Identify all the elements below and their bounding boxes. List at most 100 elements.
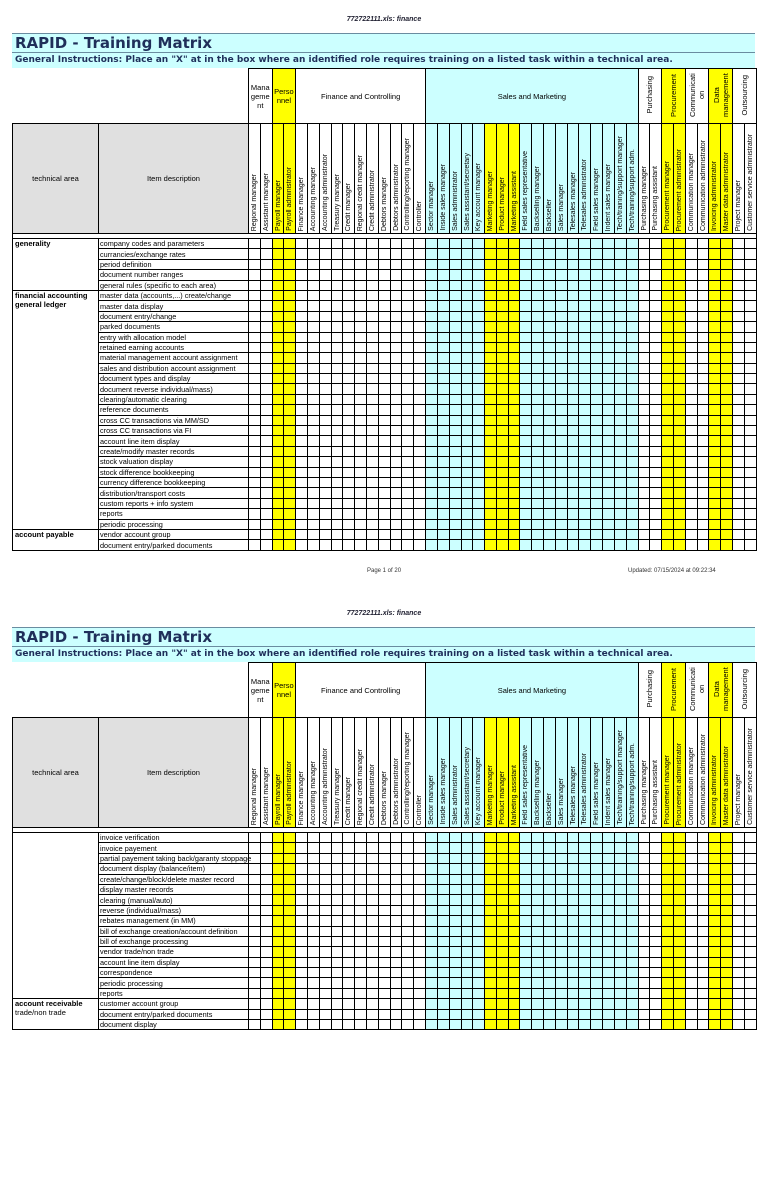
table-row: reports <box>13 987 757 1000</box>
matrix-cell <box>531 842 545 854</box>
matrix-cell <box>259 237 273 250</box>
matrix-cell <box>448 341 462 354</box>
matrix-cell <box>259 518 273 530</box>
matrix-cell <box>578 1019 592 1031</box>
matrix-cell <box>720 341 734 354</box>
matrix-cell <box>401 258 415 271</box>
matrix-cell <box>342 362 356 375</box>
role-label: Invoicing administrator <box>711 754 719 825</box>
matrix-cell <box>566 842 580 854</box>
table-row: document entry/change <box>13 310 757 323</box>
matrix-cell <box>566 373 580 385</box>
item-description: period definition <box>98 258 249 271</box>
matrix-cell <box>732 466 745 479</box>
matrix-cell <box>732 279 745 291</box>
matrix-cell <box>377 873 391 885</box>
matrix-cell <box>590 258 604 271</box>
matrix-cell <box>602 258 615 271</box>
matrix-cell <box>318 310 332 323</box>
matrix-cell <box>495 310 509 323</box>
matrix-cell <box>342 425 356 437</box>
matrix-cell <box>531 321 545 333</box>
role-header: Communication administrator <box>696 123 710 234</box>
role-label: Purchasing assistant <box>652 166 660 231</box>
matrix-cell <box>484 842 497 854</box>
matrix-cell <box>566 528 580 541</box>
group-header: Communicati on <box>684 662 710 718</box>
matrix-cell <box>507 946 521 958</box>
matrix-cell <box>413 925 427 937</box>
matrix-cell <box>613 383 627 395</box>
role-label: Controlling/reporting manager <box>404 138 412 231</box>
matrix-cell <box>342 237 356 250</box>
matrix-cell <box>295 873 309 885</box>
matrix-cell <box>460 258 474 271</box>
matrix-cell <box>248 289 261 302</box>
matrix-cell <box>566 1008 580 1021</box>
matrix-cell <box>554 1019 568 1031</box>
matrix-cell <box>602 341 615 354</box>
matrix-cell <box>484 883 497 896</box>
matrix-cell <box>436 435 450 447</box>
matrix-cell <box>425 445 438 458</box>
matrix-cell <box>330 321 344 333</box>
matrix-cell <box>649 393 663 406</box>
matrix-cell <box>295 956 309 969</box>
general-instructions: General Instructions: Place an "X" at in… <box>12 647 755 662</box>
matrix-cell <box>625 404 639 416</box>
matrix-cell <box>401 873 415 885</box>
table-row: bill of exchange processing <box>13 935 757 948</box>
matrix-cell <box>507 904 521 917</box>
matrix-cell <box>625 393 639 406</box>
matrix-cell <box>425 518 438 530</box>
matrix-cell <box>543 404 556 416</box>
matrix-cell <box>259 373 273 385</box>
matrix-cell <box>248 998 261 1010</box>
matrix-cell <box>460 894 474 906</box>
matrix-cell <box>366 237 379 250</box>
matrix-cell <box>531 539 545 551</box>
matrix-cell <box>318 331 332 343</box>
matrix-cell <box>413 362 427 375</box>
matrix-cell <box>578 279 592 291</box>
matrix-cell <box>543 518 556 530</box>
matrix-cell <box>448 883 462 896</box>
matrix-cell <box>507 842 521 854</box>
matrix-cell <box>743 518 757 530</box>
matrix-cell <box>696 842 710 854</box>
matrix-cell <box>342 456 356 468</box>
matrix-cell <box>401 497 415 510</box>
matrix-cell <box>389 497 403 510</box>
matrix-cell <box>377 425 391 437</box>
matrix-cell <box>637 967 651 979</box>
matrix-cell <box>661 1019 675 1031</box>
matrix-cell <box>460 279 474 291</box>
matrix-cell <box>425 863 438 875</box>
matrix-cell <box>531 383 545 395</box>
matrix-cell <box>637 248 651 260</box>
role-label: Accounting administrator <box>321 153 329 231</box>
matrix-cell <box>554 987 568 1000</box>
matrix-cell <box>743 341 757 354</box>
matrix-cell <box>578 466 592 479</box>
matrix-cell <box>625 904 639 917</box>
matrix-cell <box>248 425 261 437</box>
matrix-cell <box>554 237 568 250</box>
table-row: invoice payement <box>13 842 757 854</box>
matrix-cell <box>283 404 297 416</box>
matrix-cell <box>732 269 745 281</box>
matrix-cell <box>283 456 297 468</box>
role-label: Assistant manager <box>262 173 270 231</box>
matrix-cell <box>566 321 580 333</box>
matrix-cell <box>602 904 615 917</box>
matrix-cell <box>673 269 686 281</box>
matrix-cell <box>495 352 509 364</box>
matrix-cell <box>472 539 486 551</box>
matrix-cell <box>543 269 556 281</box>
group-label: Outsourcing <box>739 74 749 116</box>
matrix-cell <box>377 362 391 375</box>
matrix-cell <box>318 383 332 395</box>
matrix-cell <box>248 518 261 530</box>
matrix-cell <box>673 508 686 520</box>
matrix-cell <box>543 383 556 395</box>
